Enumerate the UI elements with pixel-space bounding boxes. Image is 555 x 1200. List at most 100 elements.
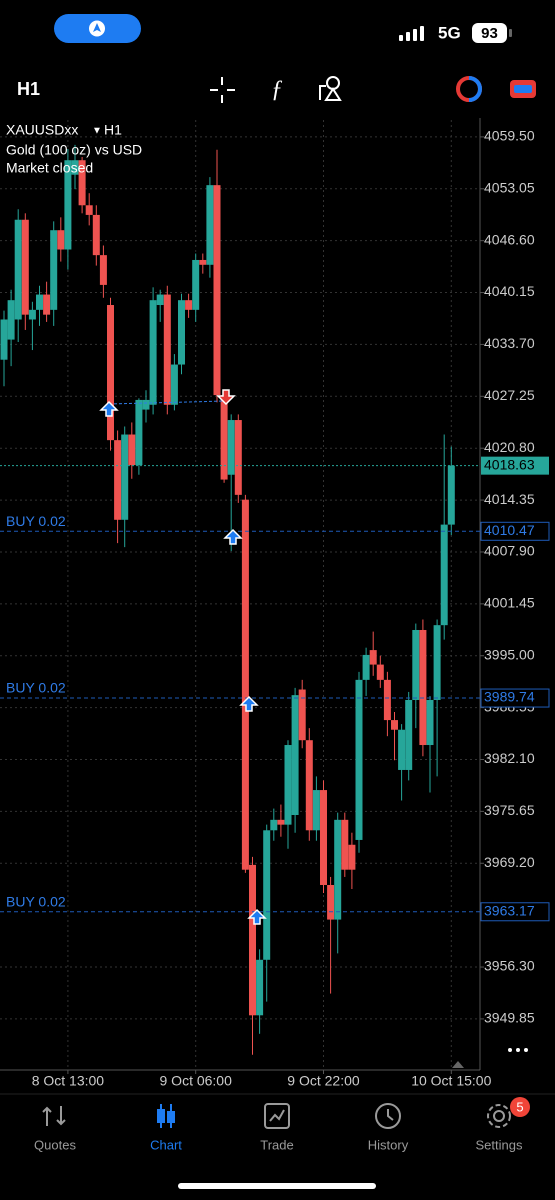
y-tick-label: 4033.70 [484,335,535,351]
order-price-tag [480,902,550,922]
y-tick-label: 4001.45 [484,595,535,611]
candle-body [135,399,143,466]
nav-tab[interactable]: Trade [260,1103,294,1152]
candle-body [405,699,413,770]
icon-part [157,1109,165,1123]
current-price: 4018.63 [484,456,535,472]
nav-tab[interactable]: Chart [150,1104,182,1152]
symbol-dropdown[interactable]: ▼ [92,126,102,137]
candle-body [320,790,327,885]
candle-body [327,884,335,920]
candle-body [341,819,349,870]
chart-timeframe: H1 [104,122,122,138]
trade-link [108,400,227,405]
candle-body [0,319,8,360]
candle-body [277,819,285,825]
candle-body [99,255,107,285]
chart: 4059.50 4053.05 4046.60 4040.15 4033.70 4027.… [0,118,550,1089]
scroll-marker [452,1061,464,1068]
nav-tab[interactable]: Settings 5 [476,1097,530,1152]
candle-body [114,440,122,520]
candle-body [284,745,292,825]
timeframe-button[interactable]: H1 [17,79,40,99]
y-tick-label: 4059.50 [484,128,535,144]
candle-body [263,830,271,960]
nav-tab[interactable]: Quotes [34,1106,76,1152]
y-tick-label: 4046.60 [484,231,535,247]
trade-button[interactable] [510,80,536,98]
more-dot[interactable] [508,1048,512,1052]
order-label: BUY 0.02 [6,893,66,909]
candle-body [426,699,434,746]
one-click-button[interactable] [456,76,482,102]
signal-icon [399,26,424,41]
symbol: XAUUSDxx [6,122,78,138]
more-dot[interactable] [524,1048,528,1052]
candle-body [14,219,22,320]
nav-label: Quotes [34,1137,76,1152]
candle-body [383,679,391,721]
current-price-tag [481,456,549,475]
candle-body [348,844,356,870]
candle-body [305,740,313,831]
candle-body [398,729,406,770]
candle-body [50,230,58,310]
icon-part [387,1109,394,1121]
order-price-tag [480,688,550,708]
y-tick-label: 3949.85 [484,1010,535,1026]
candle-body [270,819,278,831]
candle-body [121,434,129,520]
candle-body [256,959,264,1016]
battery-level: 93 [481,25,498,42]
candle-body [213,185,221,396]
x-tick-label: 9 Oct 06:00 [160,1073,233,1089]
order-price-tag [480,521,550,541]
bottom-nav: Quotes Chart Trade History Settings 5 [34,1097,530,1152]
candle-body [391,720,398,730]
network-label: 5G [438,23,461,42]
nav-icon [157,1104,175,1128]
y-tick-label: 3982.10 [484,750,535,766]
x-tick-label: 9 Oct 22:00 [287,1073,360,1089]
candle-body [334,819,342,920]
order-price: 3963.17 [484,902,535,918]
y-tick-label: 4053.05 [484,179,535,195]
candle-body [78,160,86,206]
trade-arrow [239,695,259,712]
candle-body [227,420,235,475]
y-tick-label: 4020.80 [484,439,535,455]
candle-body [312,790,320,831]
nav-icon [375,1103,401,1129]
battery-tip [509,29,512,37]
nav-label: Settings [476,1137,523,1152]
candle-body [433,625,441,700]
candle-body [192,259,200,310]
icon-part [493,1110,505,1122]
x-tick-label: 10 Oct 15:00 [411,1073,491,1089]
more-dot[interactable] [516,1048,520,1052]
trade-arrow [223,528,243,545]
crosshair-button[interactable] [210,77,235,103]
y-tick-label: 4027.25 [484,387,535,403]
y-tick-label: 3975.65 [484,802,535,818]
market-status: Market closed [6,160,93,176]
indicators-button[interactable]: ƒ [271,77,283,103]
candle-body [249,864,256,1016]
location-arrow [93,23,101,32]
candle-body [36,294,43,310]
icon-part [167,1111,175,1123]
badge [510,1097,530,1117]
nav-icon [42,1106,66,1126]
order-label: BUY 0.02 [6,680,66,696]
candle-body [220,395,228,480]
battery [472,23,507,43]
y-tick-label: 4040.15 [484,283,535,299]
candle-body [362,654,370,680]
order-label: BUY 0.02 [6,513,66,529]
objects-button[interactable] [319,76,342,101]
candle-body [199,259,207,265]
candle-body [298,689,306,741]
nav-tab[interactable]: History [368,1103,409,1152]
candle-body [57,230,65,250]
